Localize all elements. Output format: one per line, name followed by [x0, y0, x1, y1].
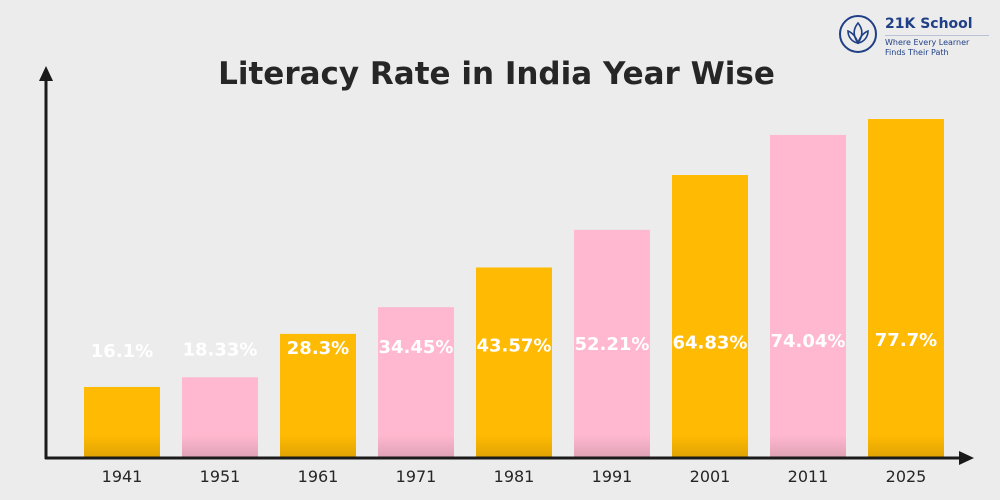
- bar-base-shadow: [868, 435, 944, 457]
- brand-tagline-line1: Where Every Learner: [885, 38, 970, 47]
- brand-name: 21K School: [885, 16, 973, 32]
- bar-1981: [476, 267, 552, 457]
- bar-1971: [378, 307, 454, 457]
- data-label: 43.57%: [477, 335, 552, 356]
- bar-2001: [672, 174, 748, 457]
- x-tick-label: 1991: [592, 467, 633, 486]
- brand-tagline-line2: Finds Their Path: [885, 48, 949, 57]
- x-tick-label: 2001: [690, 467, 731, 486]
- bar-2025: [868, 119, 944, 457]
- data-label: 74.04%: [771, 331, 846, 352]
- bar-base-shadow: [84, 435, 160, 457]
- lotus-logo-icon: [839, 15, 877, 53]
- x-tick-label: 1941: [102, 467, 143, 486]
- x-tick-label: 1971: [396, 467, 437, 486]
- brand-divider: [885, 35, 989, 36]
- brand-logo: 21K School Where Every Learner Finds The…: [838, 14, 989, 58]
- data-label: 52.21%: [575, 334, 650, 355]
- data-label: 18.33%: [183, 340, 258, 361]
- data-label: 28.3%: [287, 338, 349, 359]
- bar-base-shadow: [378, 435, 454, 457]
- bars-layer: [84, 119, 944, 457]
- bar-base-shadow: [672, 435, 748, 457]
- x-tick-label: 2011: [788, 467, 829, 486]
- bar-base-shadow: [574, 435, 650, 457]
- data-label: 16.1%: [91, 341, 153, 362]
- chart-title: Literacy Rate in India Year Wise: [218, 56, 775, 92]
- bar-base-shadow: [770, 435, 846, 457]
- bar-base-shadow: [476, 435, 552, 457]
- data-label: 34.45%: [379, 337, 454, 358]
- axes: [39, 66, 974, 465]
- x-tick-label: 1981: [494, 467, 535, 486]
- y-axis-arrow-icon: [39, 66, 53, 81]
- bar-base-shadow: [280, 435, 356, 457]
- labels-layer: 16.1% 1941 18.33% 1951 28.3% 1961 34.45% 1971 43…: [91, 330, 937, 486]
- x-axis-arrow-icon: [959, 451, 974, 465]
- data-label: 77.7%: [875, 330, 937, 351]
- bar-1991: [574, 229, 650, 457]
- x-tick-label: 1951: [200, 467, 241, 486]
- x-tick-label: 2025: [886, 467, 927, 486]
- bar-base-shadow: [182, 435, 258, 457]
- bar-2011: [770, 134, 846, 457]
- x-tick-label: 1961: [298, 467, 339, 486]
- data-label: 64.83%: [673, 333, 748, 354]
